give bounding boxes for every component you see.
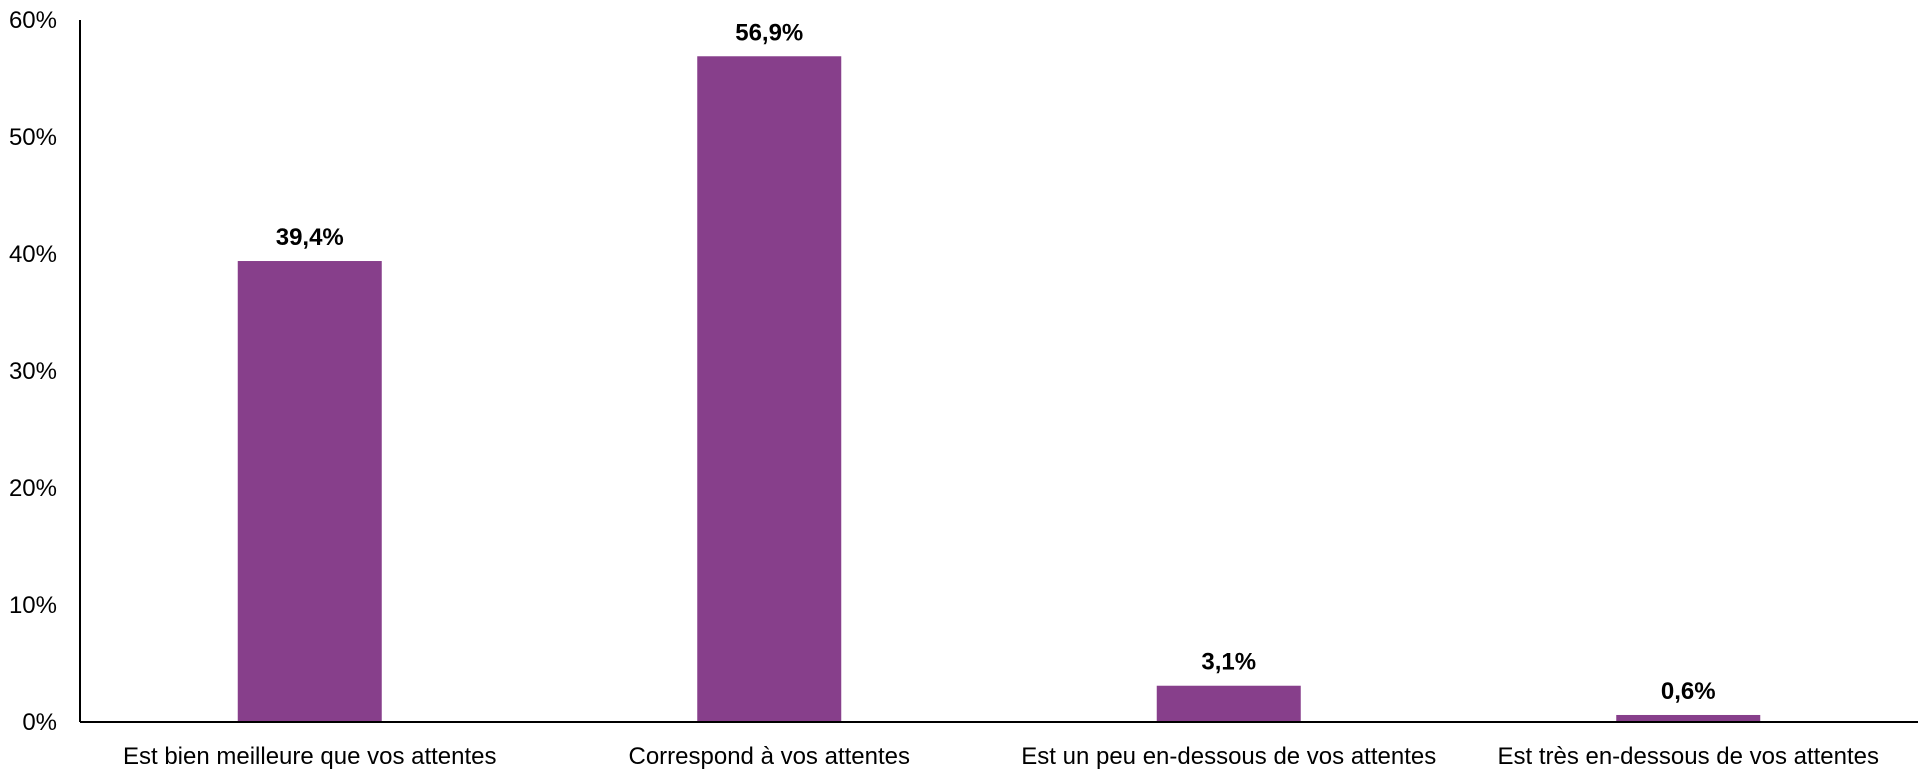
x-category-label: Est bien meilleure que vos attentes [123, 743, 497, 770]
category-labels-group: Est bien meilleure que vos attentes Corre… [123, 743, 1879, 770]
data-label: 3,1% [1201, 649, 1256, 676]
y-tick-label: 0% [22, 709, 57, 736]
y-tick-label: 40% [9, 241, 57, 268]
y-tick-label: 50% [9, 124, 57, 151]
data-labels-group: 39,4% 56,9% 3,1% 0,6% [276, 19, 1716, 705]
data-label: 0,6% [1661, 678, 1716, 705]
x-category-label: Est un peu en-dessous de vos attentes [1021, 743, 1436, 770]
y-tick-label: 20% [9, 475, 57, 502]
bar [1616, 714, 1761, 722]
bars-group [237, 56, 1761, 722]
data-label: 56,9% [735, 19, 803, 46]
y-tick-label: 10% [9, 592, 57, 619]
y-tick-label: 30% [9, 358, 57, 385]
bar [1156, 685, 1301, 722]
y-axis-ticks: 0% 10% 20% 30% 40% 50% 60% [9, 7, 57, 736]
x-category-label: Est très en-dessous de vos attentes [1497, 743, 1879, 770]
x-category-label: Correspond à vos attentes [629, 743, 911, 770]
bar [237, 261, 382, 722]
bar [697, 56, 842, 722]
data-label: 39,4% [276, 224, 344, 251]
y-tick-label: 60% [9, 7, 57, 34]
